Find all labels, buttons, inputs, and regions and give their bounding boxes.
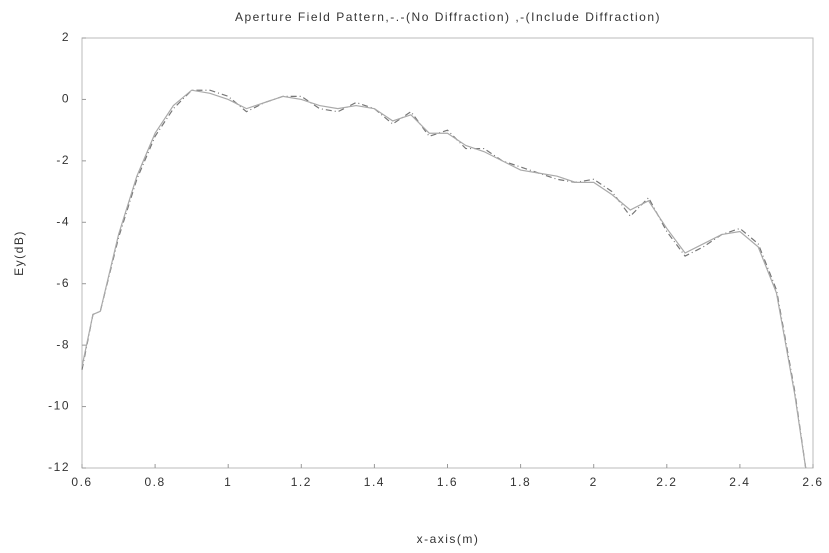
y-tick-label: 2 [62, 30, 70, 44]
x-tick-label: 1.8 [510, 475, 531, 489]
plot-frame [82, 38, 813, 468]
x-tick-label: 2.4 [729, 475, 750, 489]
x-tick-label: 2.2 [656, 475, 677, 489]
y-tick-label: -12 [48, 460, 70, 474]
x-axis-label: x-axis(m) [417, 532, 480, 546]
x-tick-label: 2 [590, 475, 598, 489]
chart-title: Aperture Field Pattern,-.-(No Diffractio… [235, 10, 661, 24]
y-tick-label: 0 [62, 92, 70, 106]
x-tick-label: 0.8 [145, 475, 166, 489]
y-tick-label: -10 [48, 399, 70, 413]
page: Aperture Field Pattern,-.-(No Diffractio… [0, 0, 829, 553]
series-line [82, 90, 806, 468]
x-tick-label: 2.6 [802, 475, 823, 489]
x-tick-label: 1.2 [291, 475, 312, 489]
chart: Aperture Field Pattern,-.-(No Diffractio… [0, 0, 829, 553]
x-tick-label: 1.6 [437, 475, 458, 489]
y-axis-label: Ey(dB) [12, 230, 26, 276]
series-line [82, 90, 806, 468]
y-tick-label: -2 [56, 153, 70, 167]
x-tick-label: 0.6 [71, 475, 92, 489]
x-tick-label: 1 [224, 475, 232, 489]
y-tick-label: -8 [56, 337, 70, 351]
y-tick-label: -4 [56, 214, 70, 228]
x-tick-label: 1.4 [364, 475, 385, 489]
y-tick-label: -6 [56, 276, 70, 290]
